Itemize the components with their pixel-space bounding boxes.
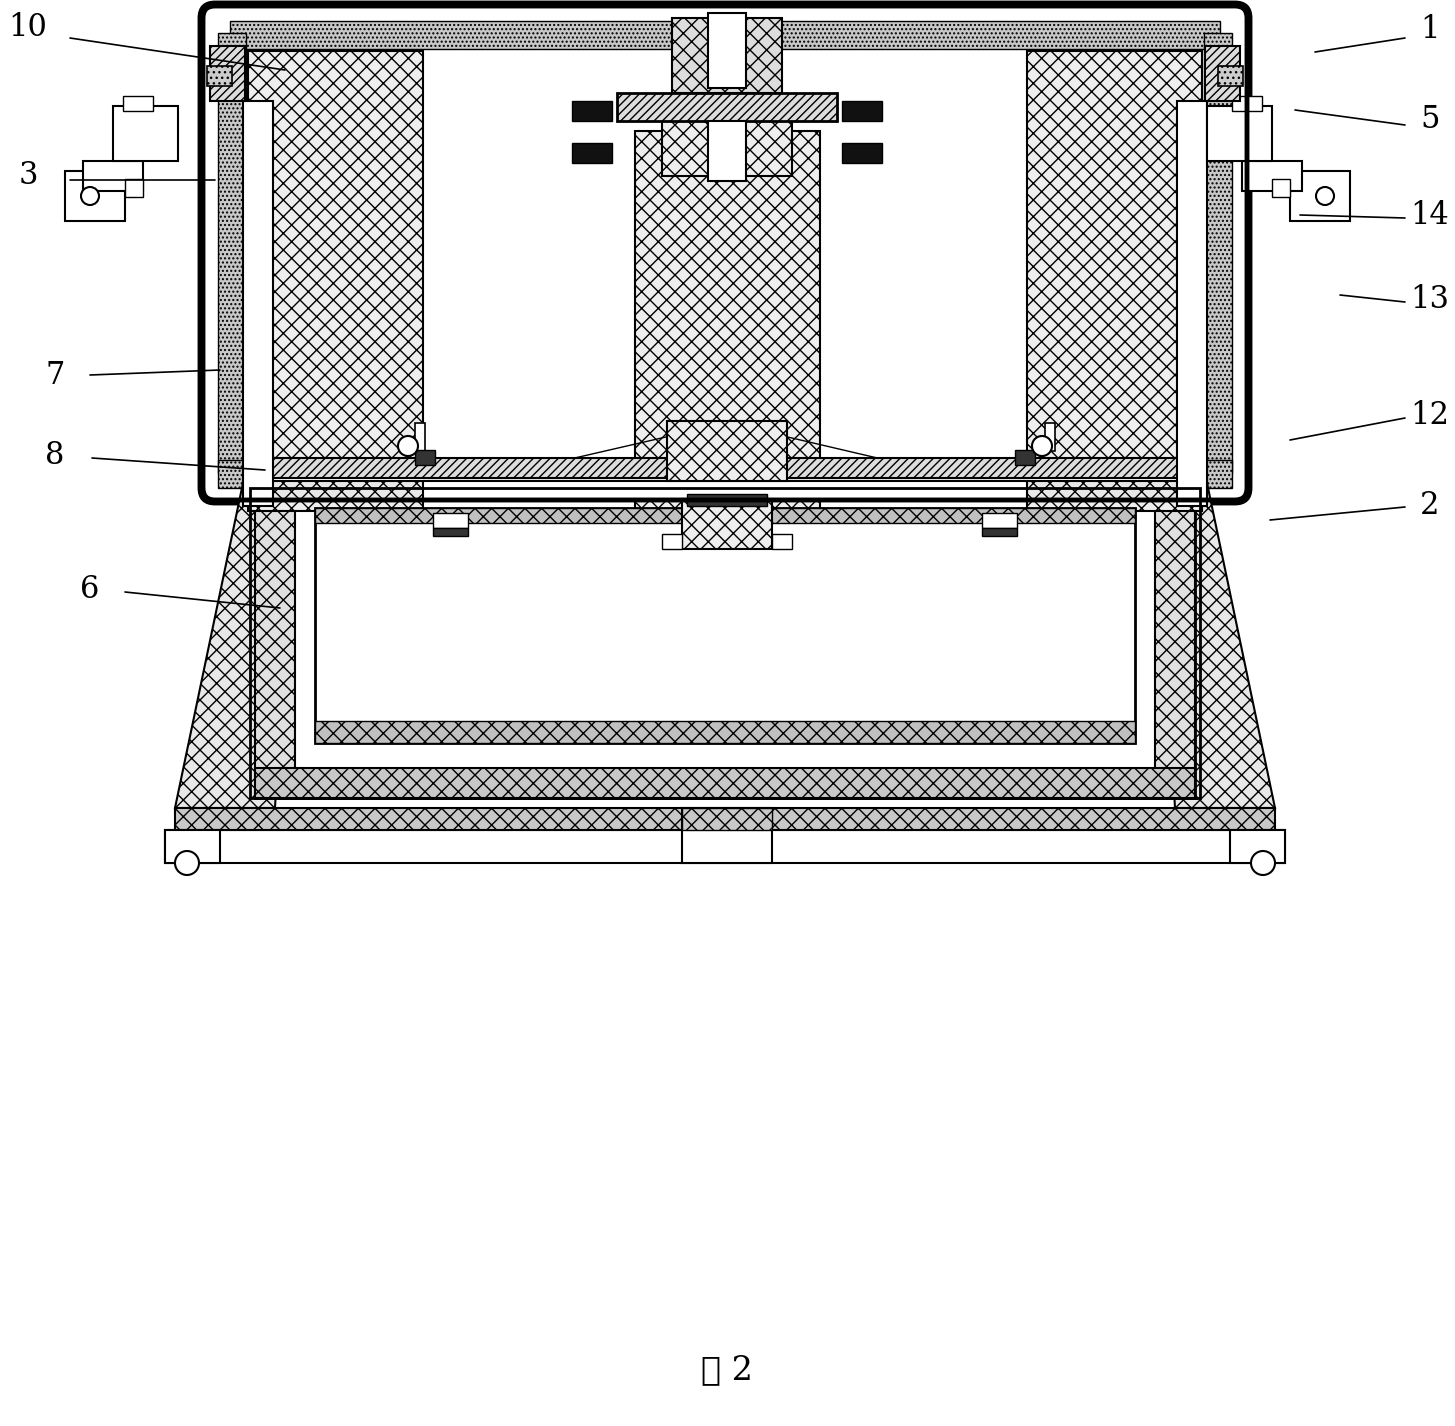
Text: 12: 12 — [1410, 399, 1449, 431]
Bar — [247, 458, 1202, 478]
Bar — [65, 171, 125, 221]
Bar — [434, 528, 469, 536]
Polygon shape — [175, 483, 292, 809]
Bar — [1208, 106, 1272, 161]
Bar — [662, 121, 792, 175]
Bar — [314, 508, 1135, 523]
Bar — [773, 533, 792, 549]
Bar — [415, 424, 425, 451]
Bar — [230, 21, 1219, 48]
Bar — [1203, 33, 1232, 473]
Bar — [255, 769, 1195, 799]
Bar — [709, 121, 746, 181]
Bar — [982, 513, 1017, 528]
Bar — [666, 421, 787, 481]
Bar — [682, 809, 773, 830]
Bar — [1232, 96, 1261, 111]
Bar — [1218, 66, 1243, 86]
Bar — [255, 488, 295, 799]
Bar — [1045, 424, 1055, 451]
Bar — [314, 722, 1135, 743]
Bar — [243, 463, 1208, 481]
Ellipse shape — [1097, 556, 1132, 580]
Ellipse shape — [1097, 706, 1132, 730]
Bar — [250, 488, 1200, 799]
Circle shape — [1251, 851, 1275, 876]
Bar — [682, 809, 773, 863]
FancyBboxPatch shape — [199, 3, 1250, 503]
Circle shape — [399, 436, 418, 456]
Bar — [1027, 51, 1202, 511]
Bar — [672, 19, 781, 93]
Text: 3: 3 — [19, 160, 38, 191]
Bar — [1229, 830, 1285, 863]
Bar — [415, 451, 435, 465]
Bar — [1155, 488, 1195, 799]
Bar — [1016, 451, 1035, 465]
Bar — [175, 809, 1275, 830]
Bar — [434, 513, 469, 528]
Bar — [218, 461, 1232, 488]
Bar — [164, 830, 1285, 863]
Bar — [83, 161, 143, 191]
Polygon shape — [1157, 483, 1275, 809]
Circle shape — [1315, 187, 1334, 205]
Bar — [246, 48, 1203, 461]
Bar — [1272, 180, 1291, 197]
Bar — [617, 93, 837, 121]
Bar — [124, 96, 153, 111]
Text: 14: 14 — [1411, 200, 1449, 231]
Text: 2: 2 — [1420, 489, 1440, 520]
Text: 图 2: 图 2 — [701, 1355, 752, 1386]
Circle shape — [81, 187, 99, 205]
Bar — [709, 13, 746, 88]
Bar — [125, 180, 143, 197]
Bar — [572, 101, 613, 121]
Bar — [682, 499, 773, 549]
Bar — [634, 131, 821, 511]
Bar — [113, 106, 178, 161]
Bar — [247, 51, 423, 511]
Bar — [982, 528, 1017, 536]
Ellipse shape — [317, 706, 352, 730]
Bar — [662, 533, 682, 549]
Bar — [243, 101, 274, 506]
Text: 10: 10 — [9, 13, 48, 44]
Bar — [423, 481, 1027, 499]
Text: 13: 13 — [1410, 285, 1449, 315]
Bar — [1205, 46, 1240, 101]
Text: 6: 6 — [80, 575, 100, 606]
Bar — [1291, 171, 1350, 221]
Bar — [842, 101, 882, 121]
Text: 8: 8 — [45, 439, 64, 471]
Bar — [314, 508, 1135, 743]
Bar — [687, 493, 767, 506]
Bar — [210, 46, 244, 101]
Bar — [572, 143, 613, 163]
Bar — [218, 33, 246, 473]
Text: 5: 5 — [1420, 104, 1440, 135]
Bar — [1027, 461, 1208, 501]
Circle shape — [175, 851, 199, 876]
Bar — [1243, 161, 1302, 191]
Bar — [1177, 101, 1208, 506]
Bar — [255, 488, 1195, 799]
Bar — [164, 830, 220, 863]
Circle shape — [1032, 436, 1052, 456]
Ellipse shape — [317, 556, 352, 580]
Bar — [842, 143, 882, 163]
Bar — [247, 461, 428, 501]
Text: 7: 7 — [45, 359, 64, 391]
Text: 1: 1 — [1420, 14, 1440, 46]
Bar — [207, 66, 231, 86]
